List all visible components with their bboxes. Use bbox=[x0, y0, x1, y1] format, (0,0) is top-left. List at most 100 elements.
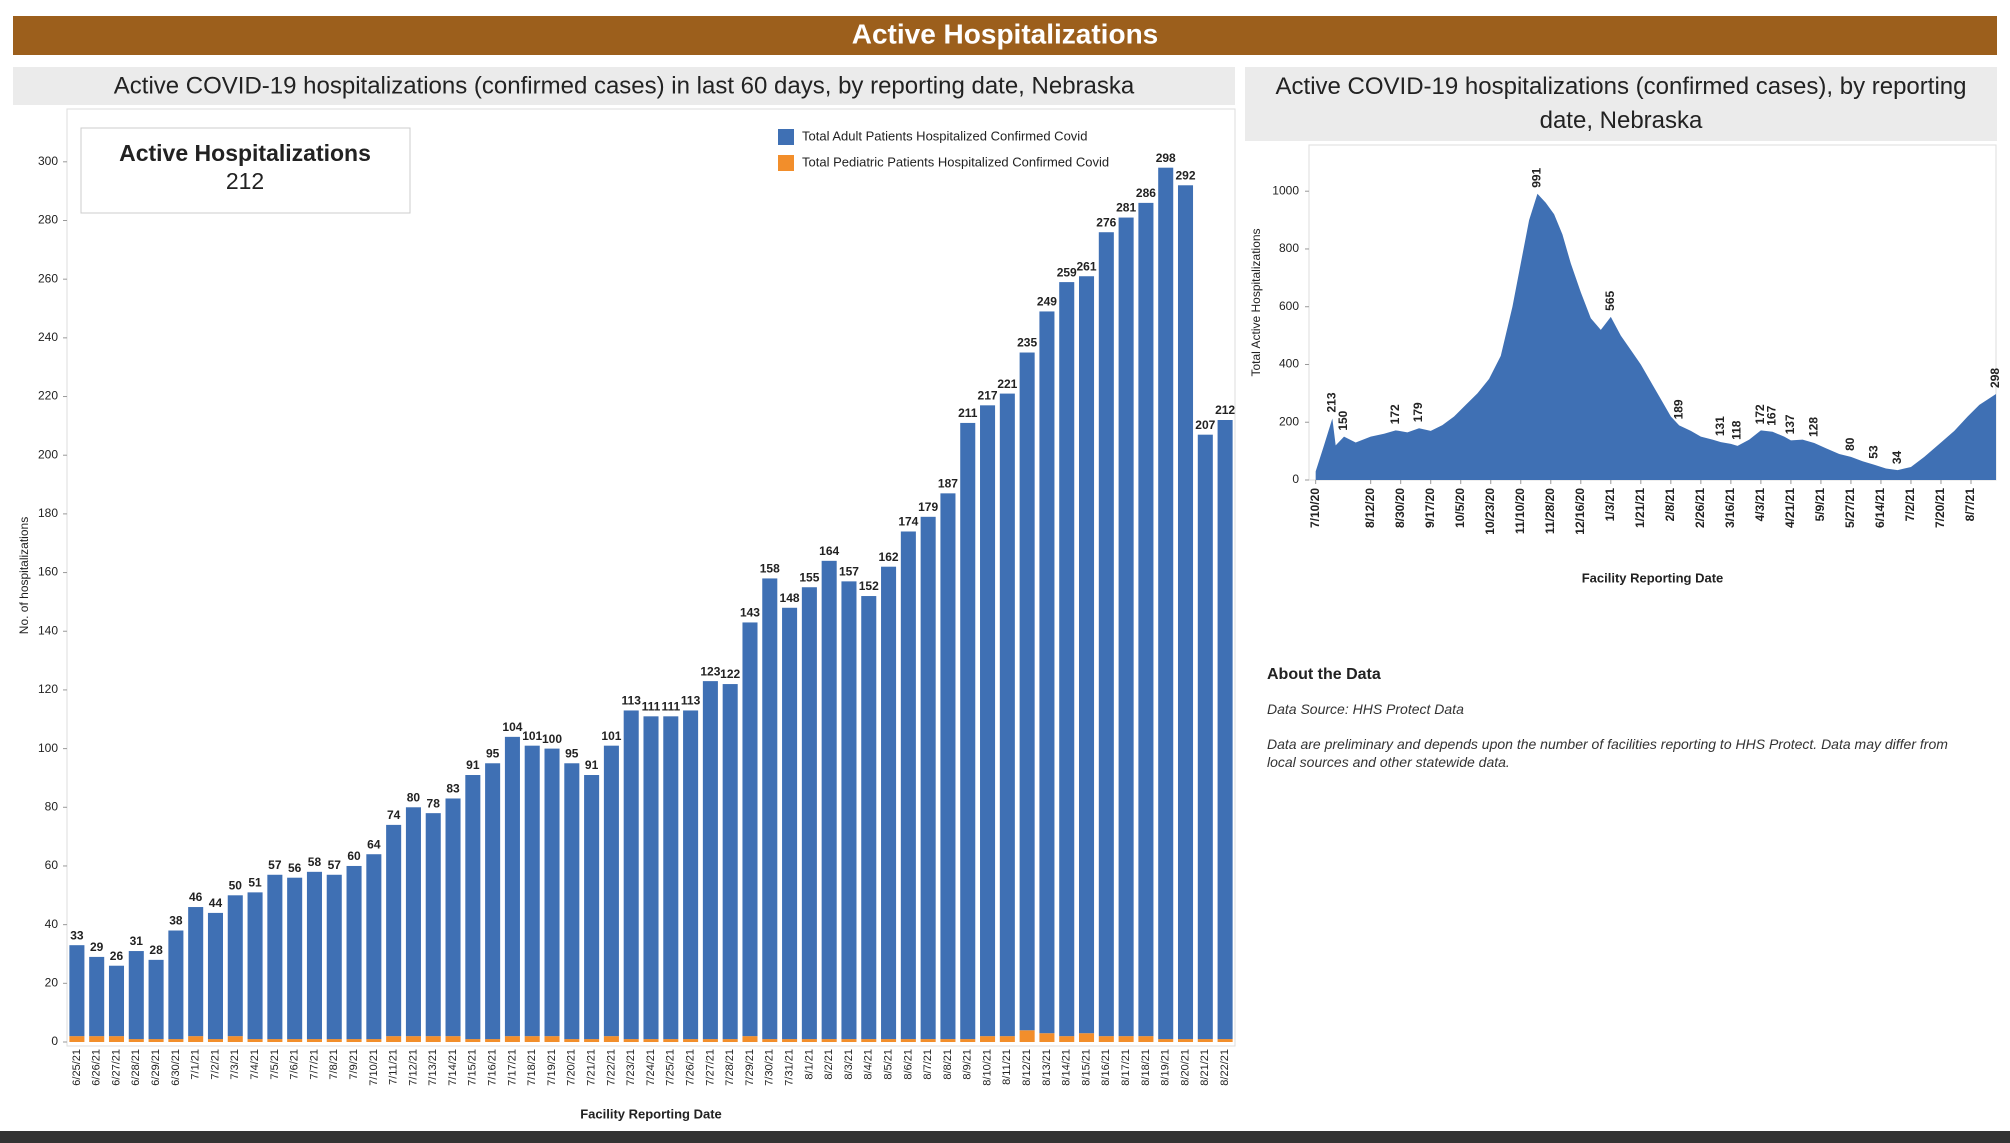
bar-segment bbox=[69, 1036, 85, 1042]
bar-segment bbox=[445, 1036, 461, 1042]
bar-segment bbox=[1079, 1033, 1095, 1042]
x-tick-label: 6/14/21 bbox=[1873, 488, 1887, 528]
x-tick-label: 7/7/21 bbox=[308, 1049, 320, 1080]
bar-segment bbox=[702, 1039, 718, 1042]
bar-segment bbox=[1158, 1039, 1174, 1042]
bar-segment bbox=[861, 596, 877, 1040]
bar-label: 104 bbox=[502, 720, 522, 734]
x-tick-label: 7/5/21 bbox=[269, 1049, 281, 1080]
data-label: 172 bbox=[1388, 404, 1402, 424]
bar-segment bbox=[940, 1039, 956, 1042]
x-tick-label: 8/2/21 bbox=[823, 1049, 835, 1080]
bar-segment bbox=[960, 422, 976, 1040]
bar-label: 249 bbox=[1037, 295, 1057, 309]
bar-label: 50 bbox=[229, 878, 243, 892]
bar-segment bbox=[227, 895, 243, 1037]
y-tick-label: 180 bbox=[38, 506, 58, 520]
bar-label: 101 bbox=[522, 729, 542, 743]
x-tick-label: 10/5/20 bbox=[1453, 488, 1467, 528]
data-label: 131 bbox=[1713, 416, 1727, 436]
bar-label: 101 bbox=[601, 729, 621, 743]
bar-label: 207 bbox=[1195, 418, 1215, 432]
x-tick-label: 6/29/21 bbox=[150, 1049, 162, 1086]
y-axis-label: No. of hospitalizations bbox=[17, 517, 31, 634]
bar-segment bbox=[207, 1039, 223, 1042]
y-tick-label: 800 bbox=[1279, 241, 1299, 255]
bar-segment bbox=[1039, 311, 1055, 1034]
bar-label: 29 bbox=[90, 940, 104, 954]
x-tick-label: 11/28/20 bbox=[1543, 488, 1557, 534]
bar-segment bbox=[188, 907, 204, 1037]
x-tick-label: 7/4/21 bbox=[249, 1049, 261, 1080]
bar-label: 164 bbox=[819, 544, 839, 558]
x-tick-label: 7/2/21 bbox=[1903, 488, 1917, 522]
y-tick-label: 200 bbox=[1279, 414, 1299, 428]
x-tick-label: 7/24/21 bbox=[645, 1049, 657, 1086]
bar-label: 91 bbox=[585, 758, 599, 772]
y-axis-label: Total Active Hospitalizations bbox=[1249, 228, 1263, 376]
x-tick-label: 8/8/21 bbox=[942, 1049, 954, 1080]
data-label: 565 bbox=[1603, 290, 1617, 310]
bar-segment bbox=[1177, 1039, 1194, 1042]
x-tick-label: 8/5/21 bbox=[882, 1049, 894, 1080]
bar-segment bbox=[1158, 167, 1174, 1040]
bar-segment bbox=[89, 956, 105, 1037]
kpi-value: 212 bbox=[226, 168, 264, 194]
kpi-label: Active Hospitalizations bbox=[119, 140, 371, 166]
bar-label: 83 bbox=[446, 782, 460, 796]
bar-label: 187 bbox=[938, 477, 958, 491]
bar-segment bbox=[1039, 1033, 1055, 1042]
x-tick-label: 8/7/21 bbox=[1963, 488, 1977, 522]
x-tick-label: 8/6/21 bbox=[902, 1049, 914, 1080]
y-tick-label: 60 bbox=[45, 858, 59, 872]
bar-segment bbox=[1059, 1036, 1075, 1042]
y-tick-label: 160 bbox=[38, 565, 58, 579]
legend-swatch bbox=[778, 155, 794, 171]
bar-segment bbox=[247, 1039, 263, 1042]
bar-label: 60 bbox=[347, 849, 361, 863]
x-tick-label: 4/3/21 bbox=[1753, 488, 1767, 522]
bar-segment bbox=[306, 871, 322, 1040]
x-tick-label: 8/21/21 bbox=[1199, 1049, 1211, 1086]
x-tick-label: 3/16/21 bbox=[1723, 488, 1737, 528]
bar-segment bbox=[465, 1039, 481, 1042]
x-tick-label: 7/12/21 bbox=[407, 1049, 419, 1086]
x-tick-label: 4/21/21 bbox=[1783, 488, 1797, 528]
about-note: Data are preliminary and depends upon th… bbox=[1267, 736, 1948, 770]
data-label: 128 bbox=[1806, 417, 1820, 437]
x-tick-label: 7/31/21 bbox=[783, 1049, 795, 1086]
y-tick-label: 0 bbox=[51, 1034, 58, 1048]
bar-segment bbox=[623, 1039, 639, 1042]
bar-segment bbox=[980, 405, 996, 1037]
bar-label: 211 bbox=[958, 406, 978, 420]
x-tick-label: 6/26/21 bbox=[91, 1049, 103, 1086]
bar-segment bbox=[287, 877, 303, 1040]
x-tick-label: 7/17/21 bbox=[506, 1049, 518, 1086]
x-tick-label: 9/17/20 bbox=[1423, 488, 1437, 528]
bar-segment bbox=[643, 716, 659, 1040]
x-tick-label: 7/20/21 bbox=[566, 1049, 578, 1086]
x-tick-label: 8/9/21 bbox=[962, 1049, 974, 1080]
x-tick-label: 2/8/21 bbox=[1663, 488, 1677, 522]
bar-label: 26 bbox=[110, 949, 124, 963]
bar-segment bbox=[1019, 1030, 1035, 1042]
bar-segment bbox=[999, 1036, 1015, 1042]
data-label: 167 bbox=[1765, 405, 1779, 425]
bar-segment bbox=[663, 716, 679, 1040]
bar-segment bbox=[405, 1036, 421, 1042]
x-tick-label: 6/28/21 bbox=[130, 1049, 142, 1086]
data-label: 137 bbox=[1783, 414, 1797, 434]
bar-segment bbox=[940, 493, 956, 1040]
about-title: About the Data bbox=[1267, 666, 1381, 683]
y-tick-label: 40 bbox=[45, 917, 59, 931]
bar-label: 80 bbox=[407, 790, 421, 804]
bar-label: 91 bbox=[466, 758, 480, 772]
bar-segment bbox=[603, 1036, 619, 1042]
bar-segment bbox=[148, 1039, 164, 1042]
x-tick-label: 7/11/21 bbox=[388, 1049, 400, 1085]
x-tick-label: 5/27/21 bbox=[1843, 488, 1857, 528]
bar-label: 100 bbox=[542, 732, 562, 746]
about-source: Data Source: HHS Protect Data bbox=[1267, 701, 1464, 717]
bar-segment bbox=[742, 1036, 758, 1042]
bar-label: 158 bbox=[760, 562, 780, 576]
